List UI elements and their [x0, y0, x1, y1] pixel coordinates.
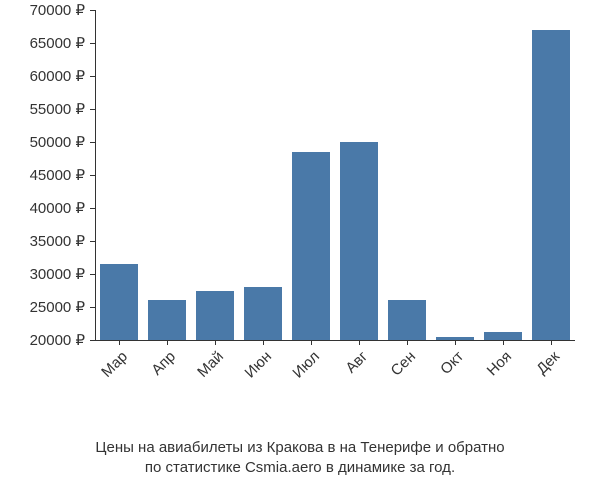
bar	[340, 142, 377, 340]
x-tick-mark	[359, 340, 360, 345]
x-tick-label: Окт	[437, 348, 467, 378]
x-tick-mark	[263, 340, 264, 345]
x-tick-label: Ноя	[484, 348, 515, 379]
y-axis: 20000 ₽25000 ₽30000 ₽35000 ₽40000 ₽45000…	[0, 10, 90, 340]
y-tick-label: 60000 ₽	[30, 67, 85, 85]
y-tick-label: 50000 ₽	[30, 133, 85, 151]
bar	[388, 300, 425, 340]
bar	[532, 30, 569, 340]
x-tick-mark	[503, 340, 504, 345]
x-tick-label: Мар	[98, 348, 131, 381]
x-tick-mark	[455, 340, 456, 345]
bar	[244, 287, 281, 340]
plot-area	[95, 10, 575, 340]
caption-line-1: Цены на авиабилеты из Кракова в на Тенер…	[0, 438, 600, 458]
x-tick-label: Июн	[242, 348, 275, 381]
bar	[292, 152, 329, 340]
x-tick-label: Апр	[148, 348, 179, 379]
x-tick-label: Авг	[342, 348, 371, 377]
caption-line-2: по статистике Csmia.aero в динамике за г…	[0, 458, 600, 478]
x-tick-label: Сен	[388, 348, 419, 379]
bar	[484, 332, 521, 340]
y-tick-label: 70000 ₽	[30, 1, 85, 19]
x-tick-mark	[167, 340, 168, 345]
y-tick-label: 55000 ₽	[30, 100, 85, 118]
y-tick-label: 25000 ₽	[30, 298, 85, 316]
x-tick-mark	[119, 340, 120, 345]
x-tick-mark	[215, 340, 216, 345]
x-tick-mark	[311, 340, 312, 345]
x-tick-label: Май	[194, 348, 227, 381]
y-tick-label: 20000 ₽	[30, 331, 85, 349]
y-tick-label: 35000 ₽	[30, 232, 85, 250]
x-tick-label: Июл	[289, 348, 323, 382]
bar	[148, 300, 185, 340]
x-axis: Мар Апр Май Июн Июл Авг Сен Окт Ноя Дек	[95, 340, 575, 420]
y-tick-label: 40000 ₽	[30, 199, 85, 217]
x-tick-mark	[407, 340, 408, 345]
y-tick-label: 65000 ₽	[30, 34, 85, 52]
bar	[100, 264, 137, 340]
price-chart: 20000 ₽ 25000 ₽ 30000 ₽ 35000 ₽ 40000 ₽ 45000…	[0, 0, 600, 500]
y-tick-label: 45000 ₽	[30, 166, 85, 184]
x-tick-label: Дек	[533, 348, 563, 378]
y-tick-label: 30000 ₽	[30, 265, 85, 283]
bar	[196, 291, 233, 341]
x-tick-mark	[551, 340, 552, 345]
